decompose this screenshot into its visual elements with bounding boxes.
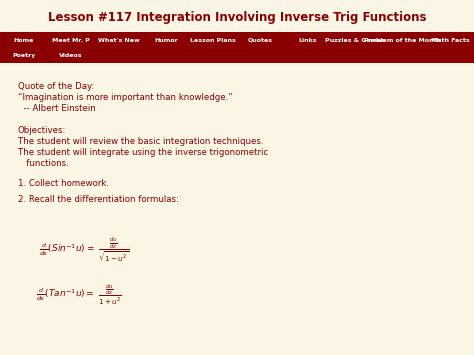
Text: Puzzles & Games: Puzzles & Games bbox=[326, 38, 385, 43]
Text: $\frac{d}{dx}\left(Sin^{-1}u\right) = $: $\frac{d}{dx}\left(Sin^{-1}u\right) = $ bbox=[39, 242, 95, 258]
Text: Meet Mr. P: Meet Mr. P bbox=[52, 38, 90, 43]
Text: Objectives:: Objectives: bbox=[18, 126, 66, 135]
Text: Quotes: Quotes bbox=[248, 38, 273, 43]
Text: 2. Recall the differentiation formulas:: 2. Recall the differentiation formulas: bbox=[18, 195, 179, 204]
Text: Lesson #117 Integration Involving Inverse Trig Functions: Lesson #117 Integration Involving Invers… bbox=[48, 11, 426, 23]
Text: Problem of the Month: Problem of the Month bbox=[365, 38, 441, 43]
Bar bbox=[0, 32, 474, 48]
Text: “Imagination is more important than knowledge.”: “Imagination is more important than know… bbox=[18, 93, 233, 102]
Text: functions.: functions. bbox=[18, 159, 69, 168]
Text: What's New: What's New bbox=[98, 38, 139, 43]
Text: -- Albert Einstein: -- Albert Einstein bbox=[18, 104, 96, 113]
Text: $\frac{d}{dx}\left(Tan^{-1}u\right) = $: $\frac{d}{dx}\left(Tan^{-1}u\right) = $ bbox=[36, 287, 95, 303]
Text: Home: Home bbox=[14, 38, 34, 43]
Text: Links: Links bbox=[299, 38, 318, 43]
Text: $\frac{\frac{du}{dx}}{\sqrt{1-u^2}}$: $\frac{\frac{du}{dx}}{\sqrt{1-u^2}}$ bbox=[98, 236, 129, 264]
Text: $\frac{\frac{du}{dx}}{1+u^2}$: $\frac{\frac{du}{dx}}{1+u^2}$ bbox=[98, 283, 122, 307]
Text: Humor: Humor bbox=[154, 38, 178, 43]
Bar bbox=[0, 48, 474, 63]
Text: Poetry: Poetry bbox=[12, 53, 36, 58]
Text: Videos: Videos bbox=[59, 53, 83, 58]
Text: 1. Collect homework.: 1. Collect homework. bbox=[18, 179, 109, 188]
Text: Lesson Plans: Lesson Plans bbox=[191, 38, 236, 43]
Text: The student will integrate using the inverse trigonometric: The student will integrate using the inv… bbox=[18, 148, 268, 157]
Text: The student will review the basic integration techniques.: The student will review the basic integr… bbox=[18, 137, 264, 146]
Text: Quote of the Day:: Quote of the Day: bbox=[18, 82, 94, 91]
Text: Math Facts: Math Facts bbox=[431, 38, 470, 43]
